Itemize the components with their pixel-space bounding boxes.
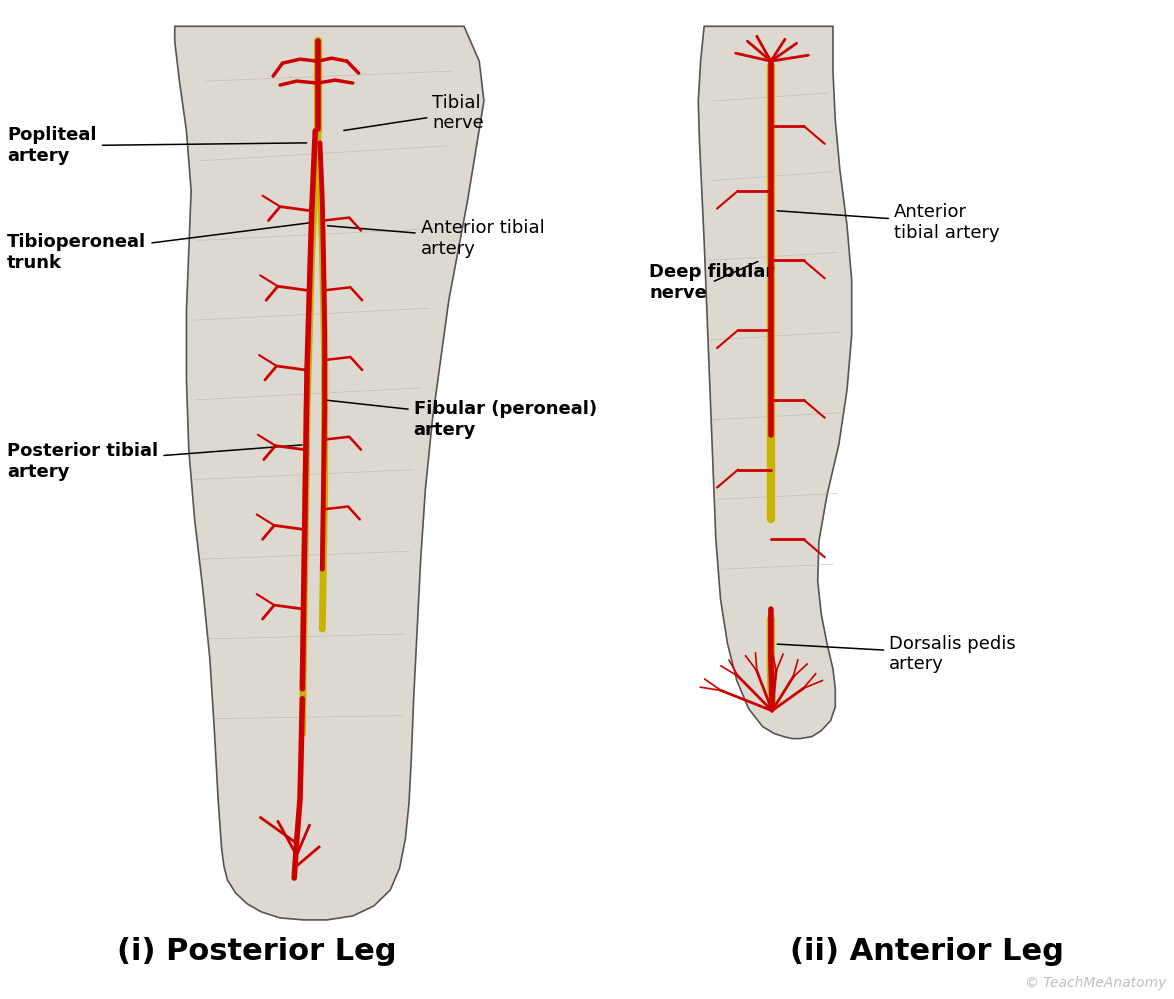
Polygon shape	[699, 26, 851, 738]
Text: Dorsalis pedis
artery: Dorsalis pedis artery	[777, 634, 1016, 673]
Text: Anterior
tibial artery: Anterior tibial artery	[777, 203, 999, 242]
Text: © TeachMeAnatomy: © TeachMeAnatomy	[1025, 976, 1167, 990]
Text: (ii) Anterior Leg: (ii) Anterior Leg	[790, 937, 1064, 966]
Text: (i) Posterior Leg: (i) Posterior Leg	[117, 937, 397, 966]
Text: Fibular (peroneal)
artery: Fibular (peroneal) artery	[326, 401, 596, 440]
Text: Tibial
nerve: Tibial nerve	[344, 94, 484, 132]
Text: Popliteal
artery: Popliteal artery	[7, 127, 306, 165]
Text: Deep fibular
nerve: Deep fibular nerve	[649, 262, 775, 302]
Polygon shape	[175, 26, 484, 920]
Text: Posterior tibial
artery: Posterior tibial artery	[7, 443, 302, 482]
Text: Tibioperoneal
trunk: Tibioperoneal trunk	[7, 223, 309, 272]
Text: Anterior tibial
artery: Anterior tibial artery	[328, 219, 545, 258]
